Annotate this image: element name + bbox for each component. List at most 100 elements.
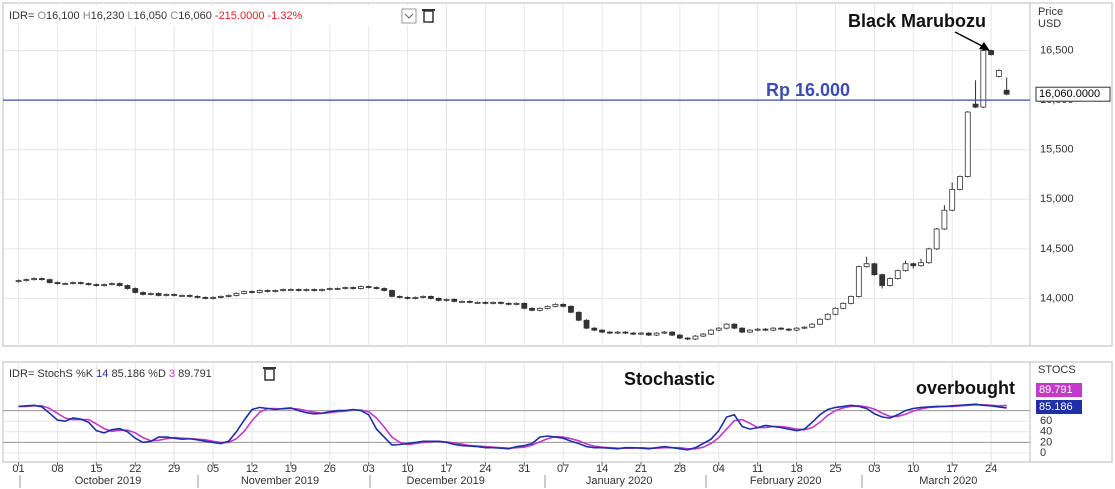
high: 16,230 xyxy=(91,10,125,22)
candle-body xyxy=(62,283,69,285)
candle-body xyxy=(544,305,551,309)
candle-body xyxy=(708,329,714,335)
y-tick-label: 20 xyxy=(1040,436,1052,448)
candle-body xyxy=(186,295,193,297)
candle-body xyxy=(264,290,271,292)
candle-body xyxy=(124,285,131,289)
candle-body xyxy=(85,283,92,285)
delete-button[interactable] xyxy=(422,9,435,23)
candle-body xyxy=(988,50,994,55)
candle-body xyxy=(606,331,613,334)
x-tick-label: 10 xyxy=(401,463,413,475)
x-tick-label: 24 xyxy=(479,463,491,475)
value-badge-label: 89.791 xyxy=(1039,384,1073,396)
candle-body xyxy=(731,323,738,329)
candle-body xyxy=(435,298,442,301)
x-tick-label: 24 xyxy=(985,463,997,475)
candle-body xyxy=(171,294,178,296)
candle-body xyxy=(669,331,676,336)
y-tick-label: 14,500 xyxy=(1040,243,1074,255)
value-badge xyxy=(1036,383,1082,397)
annotation: overbought xyxy=(916,378,1015,398)
series-line xyxy=(18,403,1007,451)
candle-body xyxy=(840,302,847,309)
candle-body xyxy=(46,279,53,283)
candle-body xyxy=(972,103,979,108)
candle-body xyxy=(793,327,800,331)
candle-body xyxy=(482,301,489,304)
candle-body xyxy=(39,278,45,280)
y-axis-title: STOCS xyxy=(1038,364,1076,376)
candle-body xyxy=(614,331,621,334)
candle-body xyxy=(980,50,987,108)
candle-body xyxy=(249,291,255,293)
y-tick-label: 15,500 xyxy=(1040,144,1074,156)
candle-body xyxy=(552,303,559,307)
candle-body xyxy=(599,329,605,333)
candle-body xyxy=(995,70,1002,77)
candle-body xyxy=(474,301,481,304)
y-tick-label: 0 xyxy=(1040,447,1046,459)
candle-body xyxy=(824,313,831,320)
candle-body xyxy=(23,279,30,281)
candle-body xyxy=(365,286,372,288)
symbol: IDR= StochS xyxy=(9,368,73,380)
candle-body xyxy=(676,334,683,339)
candle-body xyxy=(280,289,286,291)
month-label: March 2020 xyxy=(919,475,977,487)
candle-body xyxy=(964,111,971,177)
marks xyxy=(3,42,1030,451)
x-tick-label: 29 xyxy=(168,463,180,475)
candle-body xyxy=(801,326,808,329)
d-period: 3 xyxy=(169,368,175,380)
month-label: December 2019 xyxy=(407,475,485,487)
header-bg xyxy=(4,6,444,26)
candle-body xyxy=(70,282,76,284)
close-label: C xyxy=(170,10,178,22)
candle-body xyxy=(871,263,878,276)
candle-body xyxy=(863,263,870,268)
annotation-arrow xyxy=(954,31,990,51)
candle-body xyxy=(342,287,349,289)
dropdown-button[interactable] xyxy=(401,8,417,24)
candle-body xyxy=(941,209,948,230)
symbol: IDR= xyxy=(9,10,34,22)
candle-body xyxy=(925,248,932,264)
x-tick-label: 17 xyxy=(440,463,452,475)
candle-body xyxy=(412,297,419,299)
candle-body xyxy=(879,274,886,286)
x-tick-label: 07 xyxy=(557,463,569,475)
annotation: Stochastic xyxy=(624,369,715,389)
candle-body xyxy=(389,290,395,297)
candle-body xyxy=(272,290,279,292)
candle-body xyxy=(630,332,637,335)
month-label: November 2019 xyxy=(241,475,319,487)
x-tick-label: 03 xyxy=(868,463,880,475)
legend-d: %D xyxy=(148,368,166,380)
candle-body xyxy=(933,228,940,250)
high-label: H xyxy=(83,10,91,22)
candle-body xyxy=(459,300,465,303)
candle-body xyxy=(210,297,216,299)
stoch-header: IDR= StochS %K 14 85.186 %D 3 89.791 xyxy=(9,368,212,380)
last-price-box xyxy=(1035,86,1111,102)
price-axis-area xyxy=(1029,2,1113,347)
candle-body xyxy=(420,296,427,298)
candle-body xyxy=(887,278,893,286)
open-label: O xyxy=(37,10,46,22)
last-price-label: 16,060.0000 xyxy=(1039,88,1100,100)
candle-body xyxy=(163,294,170,296)
candle-body xyxy=(949,188,956,211)
candle-body xyxy=(396,296,403,298)
candle-body xyxy=(443,299,450,301)
x-tick-label: 26 xyxy=(324,463,336,475)
candle-body xyxy=(910,263,917,267)
y-tick-label: 16,500 xyxy=(1040,44,1074,56)
candle-body xyxy=(575,311,582,321)
candle-body xyxy=(326,288,333,290)
candle-body xyxy=(15,280,22,282)
y-tick-label: 14,000 xyxy=(1040,292,1074,304)
delete-button[interactable] xyxy=(263,367,276,381)
candle-body xyxy=(451,299,458,302)
change-pct: -1.32% xyxy=(268,10,303,22)
